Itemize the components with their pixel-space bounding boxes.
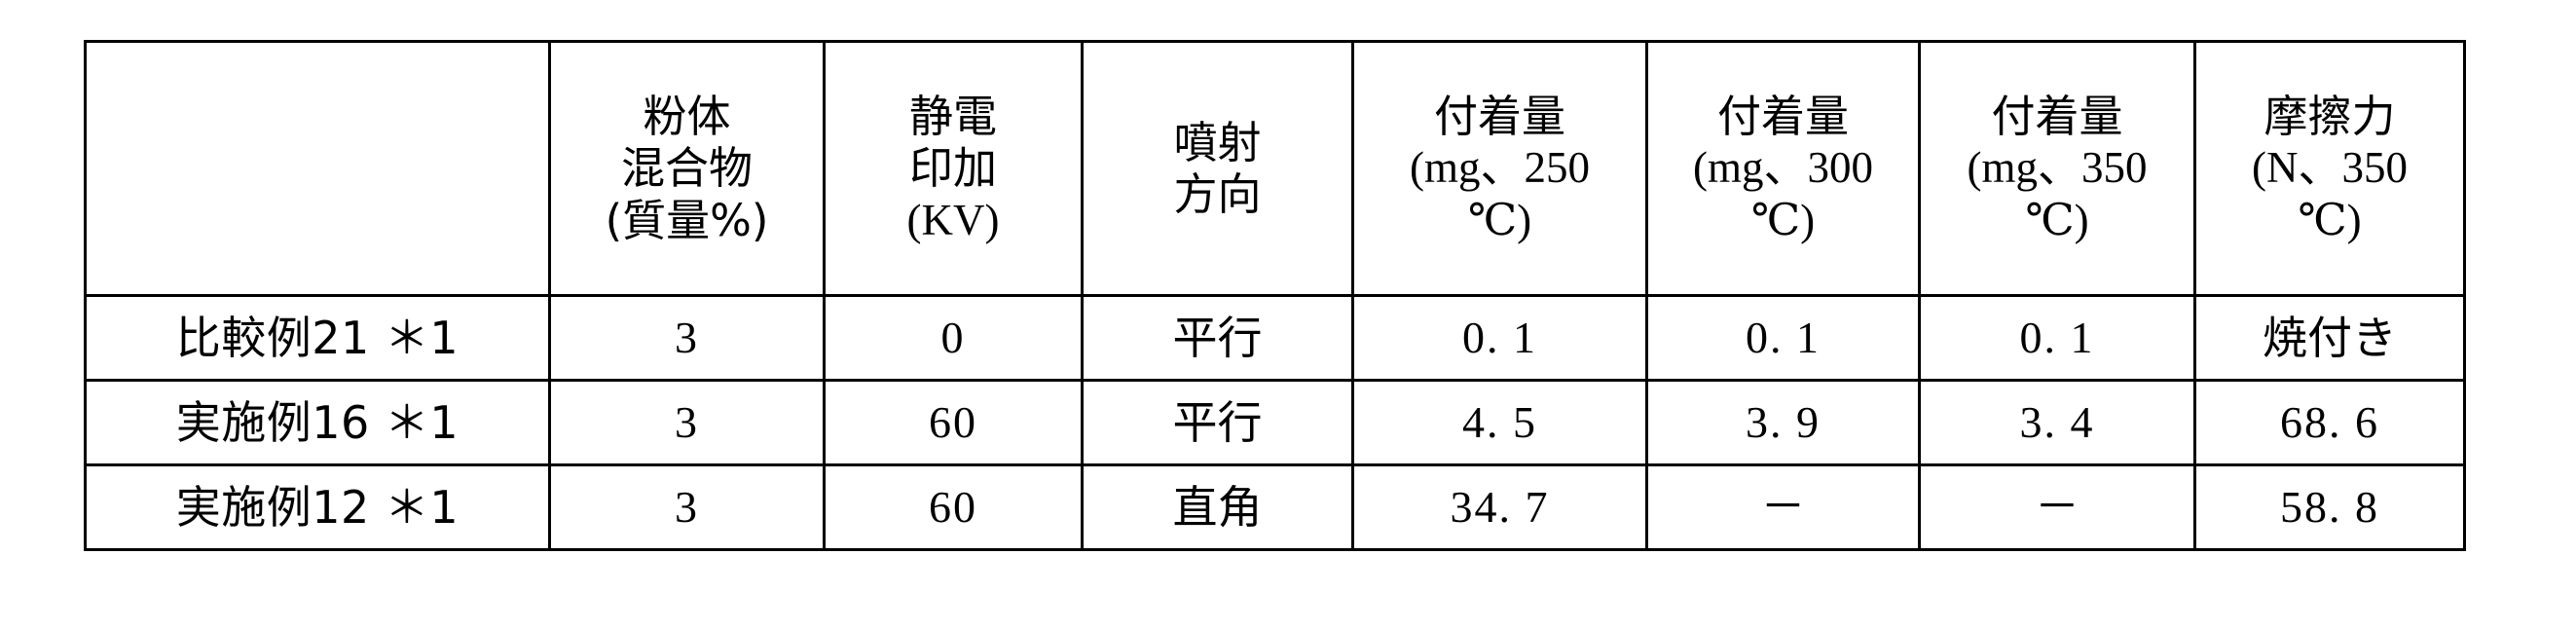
header-line-1: 付着量 [1650,91,1916,142]
header-line-3: (質量%) [553,195,821,246]
cell-electrostatic: 60 [825,381,1083,465]
header-line-2: 混合物 [553,142,821,194]
row-label: 実施例12 ＊1 [86,465,550,550]
header-cell-powder-mixture: 粉体 混合物 (質量%) [550,42,825,296]
row-label: 実施例16 ＊1 [86,381,550,465]
header-line-1: 付着量 [1356,91,1643,142]
cell-powder-mixture: 3 [550,465,825,550]
header-line-3: (KV) [828,195,1079,246]
cell-friction-350: 58. 8 [2195,465,2465,550]
cell-deposit-350: 0. 1 [1920,296,2195,381]
header-line-3: ℃) [1923,195,2191,246]
cell-deposit-250: 4. 5 [1353,381,1647,465]
cell-powder-mixture: 3 [550,296,825,381]
header-line-3: ℃) [1650,195,1916,246]
table-row: 実施例16 ＊1 3 60 平行 4. 5 3. 9 3. 4 68. 6 [86,381,2465,465]
header-line-2: (mg、250 [1356,142,1643,194]
header-cell-spray-direction: 噴射 方向 [1083,42,1353,296]
header-cell-deposit-350: 付着量 (mg、350 ℃) [1920,42,2195,296]
table-header-row: 粉体 混合物 (質量%) 静電 印加 (KV) 噴射 方向 付着量 (mg、25… [86,42,2465,296]
cell-deposit-300: － [1647,465,1920,550]
header-line-1: 粉体 [553,91,821,142]
table-row: 比較例21 ＊1 3 0 平行 0. 1 0. 1 0. 1 焼付き [86,296,2465,381]
table-row: 実施例12 ＊1 3 60 直角 34. 7 － － 58. 8 [86,465,2465,550]
cell-electrostatic: 60 [825,465,1083,550]
cell-deposit-300: 0. 1 [1647,296,1920,381]
header-line-3: ℃) [2198,195,2461,246]
cell-spray-direction: 直角 [1083,465,1353,550]
header-line-2: (mg、300 [1650,142,1916,194]
header-line-1: 静電 [828,91,1079,142]
cell-deposit-300: 3. 9 [1647,381,1920,465]
cell-deposit-250: 0. 1 [1353,296,1647,381]
header-line-2: 印加 [828,142,1079,194]
cell-deposit-350: － [1920,465,2195,550]
results-table: 粉体 混合物 (質量%) 静電 印加 (KV) 噴射 方向 付着量 (mg、25… [84,40,2466,551]
header-cell-electrostatic: 静電 印加 (KV) [825,42,1083,296]
header-line-1: 付着量 [1923,91,2191,142]
header-line-2: (N、350 [2198,142,2461,194]
header-line-2: (mg、350 [1923,142,2191,194]
header-cell-sample [86,42,550,296]
cell-deposit-250: 34. 7 [1353,465,1647,550]
header-cell-friction-350: 摩擦力 (N、350 ℃) [2195,42,2465,296]
cell-spray-direction: 平行 [1083,296,1353,381]
header-line-3: ℃) [1356,195,1643,246]
cell-electrostatic: 0 [825,296,1083,381]
header-cell-deposit-250: 付着量 (mg、250 ℃) [1353,42,1647,296]
header-line-1: 噴射 [1086,117,1349,168]
document-page: 粉体 混合物 (質量%) 静電 印加 (KV) 噴射 方向 付着量 (mg、25… [0,0,2576,629]
header-cell-deposit-300: 付着量 (mg、300 ℃) [1647,42,1920,296]
cell-spray-direction: 平行 [1083,381,1353,465]
cell-deposit-350: 3. 4 [1920,381,2195,465]
header-line-1: 摩擦力 [2198,91,2461,142]
cell-powder-mixture: 3 [550,381,825,465]
cell-friction-350: 焼付き [2195,296,2465,381]
header-line-2: 方向 [1086,168,1349,220]
cell-friction-350: 68. 6 [2195,381,2465,465]
row-label: 比較例21 ＊1 [86,296,550,381]
